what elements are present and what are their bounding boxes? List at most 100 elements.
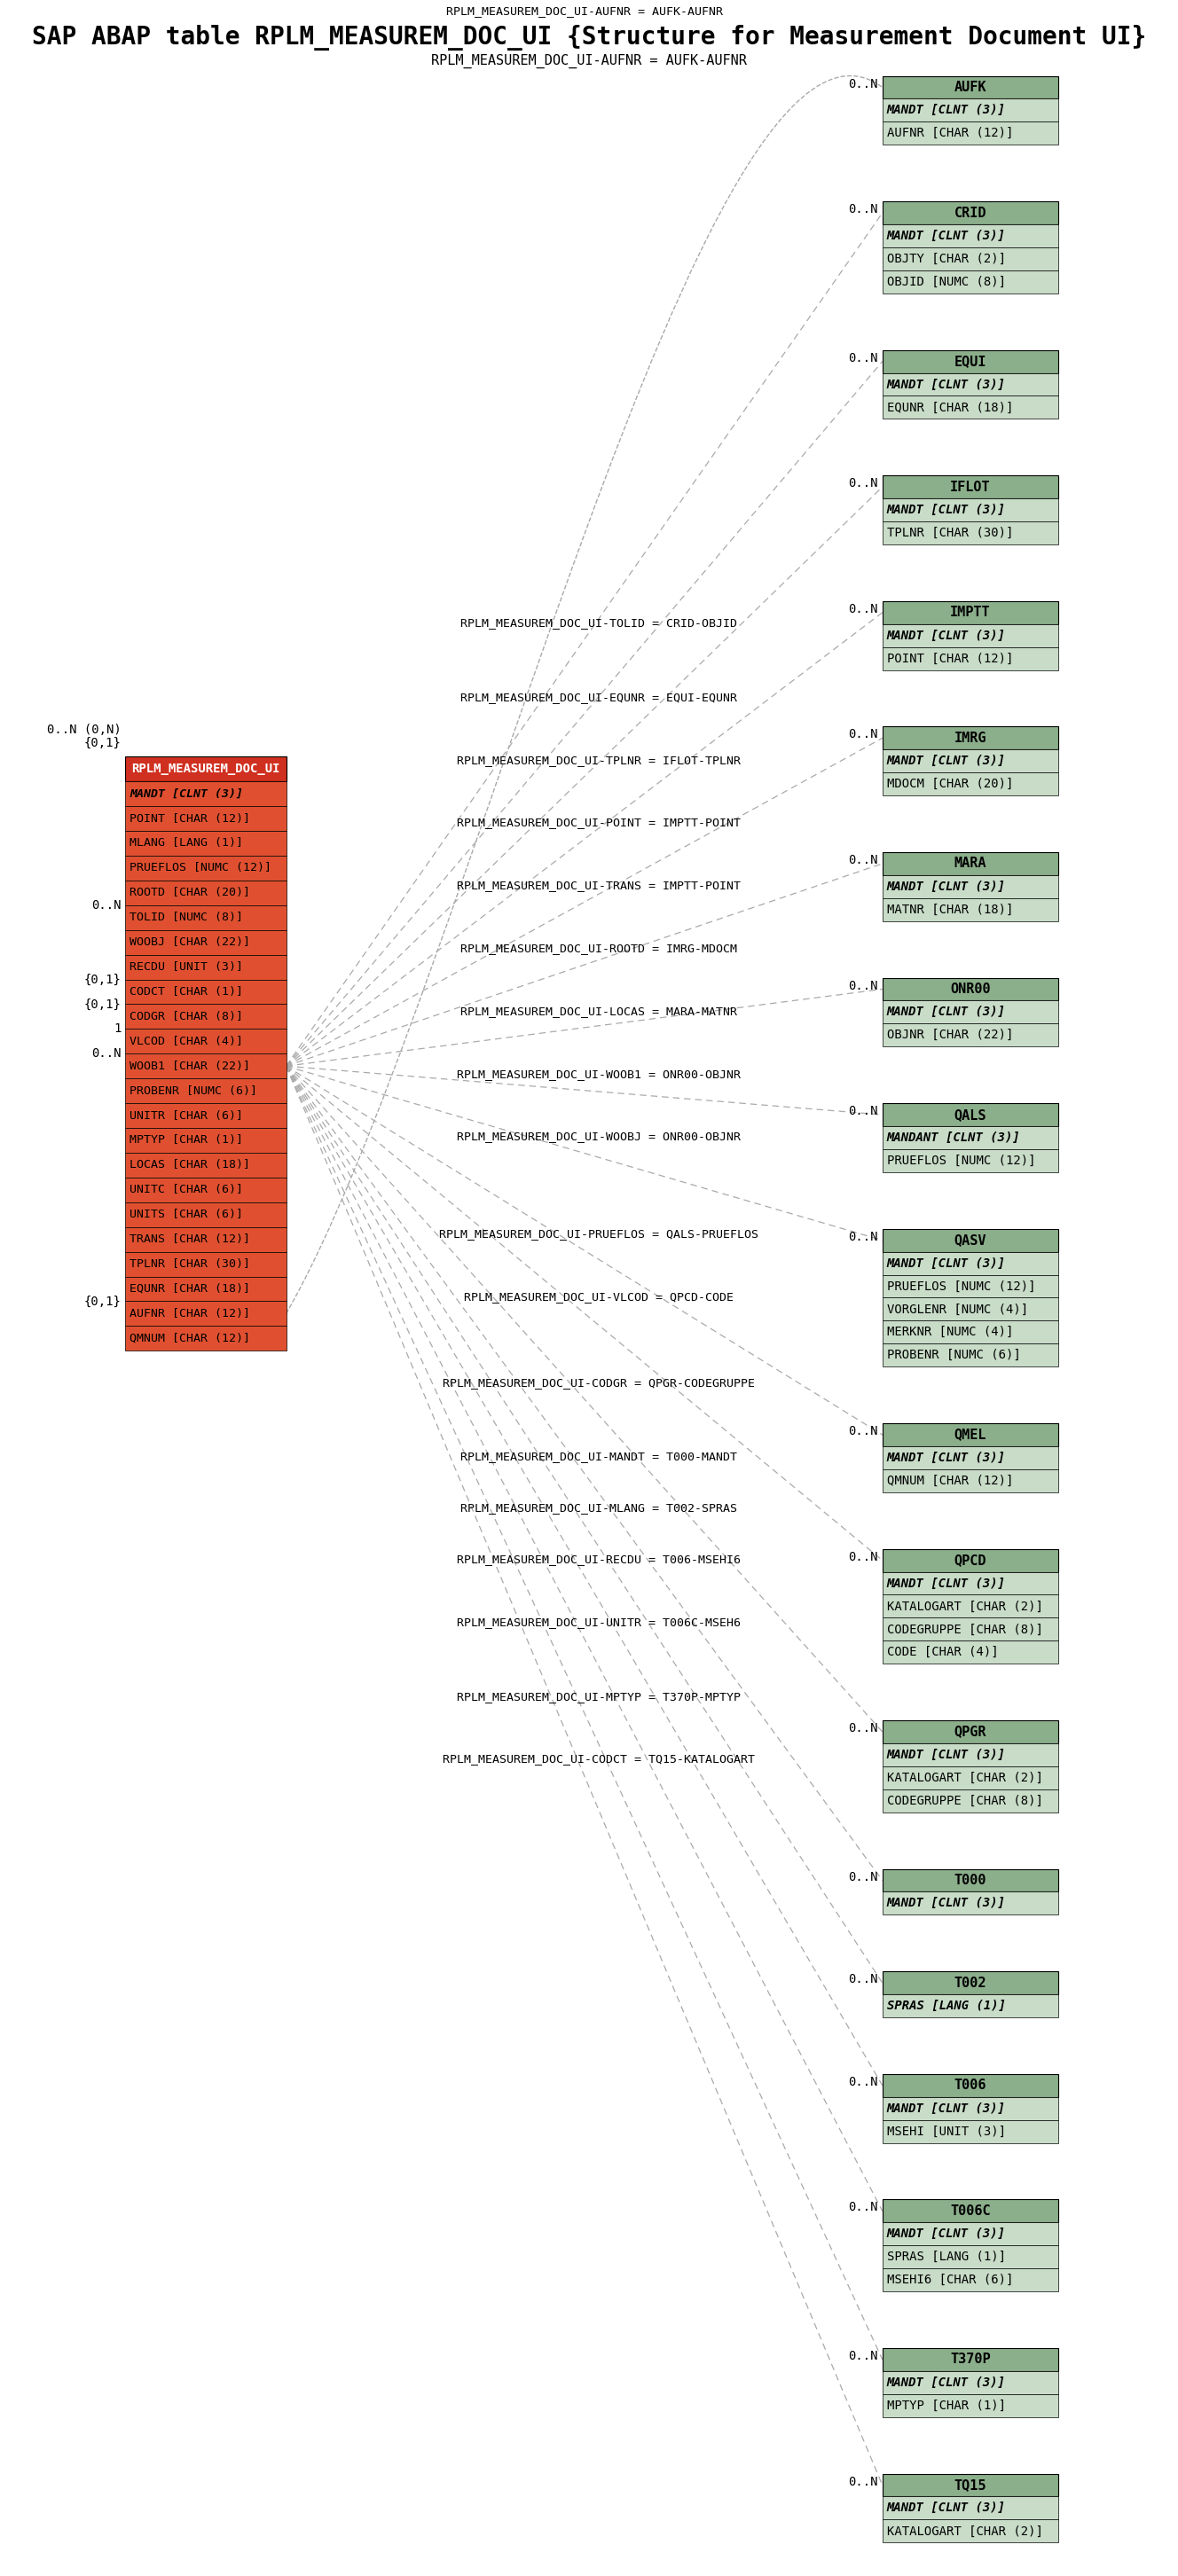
FancyBboxPatch shape xyxy=(125,781,286,806)
FancyBboxPatch shape xyxy=(882,876,1058,899)
FancyBboxPatch shape xyxy=(882,201,1058,224)
FancyBboxPatch shape xyxy=(125,956,286,979)
Text: T006C: T006C xyxy=(949,2205,991,2218)
Text: VLCOD [CHAR (4)]: VLCOD [CHAR (4)] xyxy=(130,1036,243,1046)
Text: UNITR [CHAR (6)]: UNITR [CHAR (6)] xyxy=(130,1110,243,1121)
FancyBboxPatch shape xyxy=(882,350,1058,374)
FancyBboxPatch shape xyxy=(882,726,1058,750)
Text: SPRAS [LANG (1)]: SPRAS [LANG (1)] xyxy=(887,1999,1006,2012)
FancyBboxPatch shape xyxy=(125,1128,286,1151)
Text: OBJTY [CHAR (2)]: OBJTY [CHAR (2)] xyxy=(887,252,1006,265)
Text: MANDT [CLNT (3)]: MANDT [CLNT (3)] xyxy=(887,755,1006,768)
Text: MANDT [CLNT (3)]: MANDT [CLNT (3)] xyxy=(887,629,1006,641)
Text: T006: T006 xyxy=(954,2079,986,2092)
Text: IMPTT: IMPTT xyxy=(949,605,991,618)
Text: {0,1}: {0,1} xyxy=(85,997,121,1010)
FancyBboxPatch shape xyxy=(882,1571,1058,1595)
Text: MANDT [CLNT (3)]: MANDT [CLNT (3)] xyxy=(887,103,1006,116)
FancyBboxPatch shape xyxy=(882,2097,1058,2120)
Text: AUFNR [CHAR (12)]: AUFNR [CHAR (12)] xyxy=(130,1309,250,1319)
Text: PRUEFLOS [NUMC (12)]: PRUEFLOS [NUMC (12)] xyxy=(130,863,271,873)
FancyBboxPatch shape xyxy=(125,757,286,781)
Text: IMRG: IMRG xyxy=(954,732,986,744)
Text: 0..N (0,N): 0..N (0,N) xyxy=(47,724,121,737)
FancyBboxPatch shape xyxy=(882,1548,1058,1571)
FancyBboxPatch shape xyxy=(882,397,1058,420)
Text: RPLM_MEASUREM_DOC_UI-AUFNR = AUFK-AUFNR: RPLM_MEASUREM_DOC_UI-AUFNR = AUFK-AUFNR xyxy=(431,54,747,67)
Text: LOCAS [CHAR (18)]: LOCAS [CHAR (18)] xyxy=(130,1159,250,1172)
Text: 0..N: 0..N xyxy=(848,1870,878,1883)
Text: RPLM_MEASUREM_DOC_UI-EQUNR = EQUI-EQUNR: RPLM_MEASUREM_DOC_UI-EQUNR = EQUI-EQUNR xyxy=(461,690,737,703)
Text: EQUI: EQUI xyxy=(954,355,986,368)
Text: UNITC [CHAR (6)]: UNITC [CHAR (6)] xyxy=(130,1185,243,1195)
Text: 0..N: 0..N xyxy=(848,353,878,363)
Text: MANDT [CLNT (3)]: MANDT [CLNT (3)] xyxy=(887,1007,1006,1018)
FancyBboxPatch shape xyxy=(125,1226,286,1252)
Text: QASV: QASV xyxy=(954,1234,986,1247)
Text: 0..N: 0..N xyxy=(848,77,878,90)
Text: CODEGRUPPE [CHAR (8)]: CODEGRUPPE [CHAR (8)] xyxy=(887,1623,1043,1636)
FancyBboxPatch shape xyxy=(882,773,1058,796)
Text: KATALOGART [CHAR (2)]: KATALOGART [CHAR (2)] xyxy=(887,1772,1043,1785)
FancyBboxPatch shape xyxy=(125,881,286,904)
Text: RPLM_MEASUREM_DOC_UI-RECDU = T006-MSEHI6: RPLM_MEASUREM_DOC_UI-RECDU = T006-MSEHI6 xyxy=(457,1553,741,1566)
FancyBboxPatch shape xyxy=(125,1028,286,1054)
Text: QMEL: QMEL xyxy=(954,1427,986,1443)
Text: RPLM_MEASUREM_DOC_UI-CODCT = TQ15-KATALOGART: RPLM_MEASUREM_DOC_UI-CODCT = TQ15-KATALO… xyxy=(443,1754,755,1765)
FancyBboxPatch shape xyxy=(882,2349,1058,2370)
Text: MANDT [CLNT (3)]: MANDT [CLNT (3)] xyxy=(887,1257,1006,1270)
FancyBboxPatch shape xyxy=(882,600,1058,623)
Text: RPLM_MEASUREM_DOC_UI-MPTYP = T370P-MPTYP: RPLM_MEASUREM_DOC_UI-MPTYP = T370P-MPTYP xyxy=(457,1690,741,1703)
Text: PRUEFLOS [NUMC (12)]: PRUEFLOS [NUMC (12)] xyxy=(887,1280,1035,1293)
FancyBboxPatch shape xyxy=(882,2269,1058,2293)
Text: 0..N: 0..N xyxy=(848,853,878,866)
FancyBboxPatch shape xyxy=(125,1005,286,1028)
FancyBboxPatch shape xyxy=(125,1151,286,1177)
Text: RPLM_MEASUREM_DOC_UI-ROOTD = IMRG-MDOCM: RPLM_MEASUREM_DOC_UI-ROOTD = IMRG-MDOCM xyxy=(461,943,737,953)
FancyBboxPatch shape xyxy=(882,2246,1058,2269)
FancyBboxPatch shape xyxy=(882,2074,1058,2097)
Text: 1: 1 xyxy=(114,1023,121,1036)
Text: WOOB1 [CHAR (22)]: WOOB1 [CHAR (22)] xyxy=(130,1061,250,1072)
Text: TPLNR [CHAR (30)]: TPLNR [CHAR (30)] xyxy=(887,526,1013,538)
FancyBboxPatch shape xyxy=(125,1301,286,1327)
FancyBboxPatch shape xyxy=(882,2496,1058,2519)
Text: WOOBJ [CHAR (22)]: WOOBJ [CHAR (22)] xyxy=(130,938,250,948)
Text: 0..N: 0..N xyxy=(848,1723,878,1734)
Text: 0..N: 0..N xyxy=(848,204,878,216)
Text: TPLNR [CHAR (30)]: TPLNR [CHAR (30)] xyxy=(130,1257,250,1270)
Text: CODCT [CHAR (1)]: CODCT [CHAR (1)] xyxy=(130,987,243,997)
FancyBboxPatch shape xyxy=(882,999,1058,1023)
FancyBboxPatch shape xyxy=(125,979,286,1005)
FancyBboxPatch shape xyxy=(882,979,1058,999)
Text: MANDT [CLNT (3)]: MANDT [CLNT (3)] xyxy=(887,379,1006,392)
FancyBboxPatch shape xyxy=(882,247,1058,270)
Text: QMNUM [CHAR (12)]: QMNUM [CHAR (12)] xyxy=(887,1473,1013,1486)
Text: 0..N: 0..N xyxy=(848,979,878,992)
FancyBboxPatch shape xyxy=(882,1744,1058,1767)
Text: TQ15: TQ15 xyxy=(954,2478,986,2491)
Text: IFLOT: IFLOT xyxy=(949,479,991,495)
Text: 0..N: 0..N xyxy=(848,2349,878,2362)
FancyBboxPatch shape xyxy=(882,224,1058,247)
FancyBboxPatch shape xyxy=(882,1891,1058,1914)
FancyBboxPatch shape xyxy=(882,899,1058,922)
Text: RPLM_MEASUREM_DOC_UI-CODGR = QPGR-CODEGRUPPE: RPLM_MEASUREM_DOC_UI-CODGR = QPGR-CODEGR… xyxy=(443,1376,755,1388)
Text: QPCD: QPCD xyxy=(954,1553,986,1566)
Text: RPLM_MEASUREM_DOC_UI-TRANS = IMPTT-POINT: RPLM_MEASUREM_DOC_UI-TRANS = IMPTT-POINT xyxy=(457,881,741,891)
FancyBboxPatch shape xyxy=(882,2473,1058,2496)
FancyBboxPatch shape xyxy=(882,1345,1058,1368)
FancyBboxPatch shape xyxy=(882,853,1058,876)
FancyBboxPatch shape xyxy=(125,1327,286,1350)
FancyBboxPatch shape xyxy=(882,2370,1058,2393)
Text: RPLM_MEASUREM_DOC_UI-POINT = IMPTT-POINT: RPLM_MEASUREM_DOC_UI-POINT = IMPTT-POINT xyxy=(457,817,741,829)
Text: VORGLENR [NUMC (4)]: VORGLENR [NUMC (4)] xyxy=(887,1303,1028,1316)
Text: MANDT [CLNT (3)]: MANDT [CLNT (3)] xyxy=(887,881,1006,894)
FancyBboxPatch shape xyxy=(882,647,1058,670)
Text: MANDT [CLNT (3)]: MANDT [CLNT (3)] xyxy=(887,229,1006,242)
Text: RPLM_MEASUREM_DOC_UI: RPLM_MEASUREM_DOC_UI xyxy=(131,762,280,775)
Text: MANDT [CLNT (3)]: MANDT [CLNT (3)] xyxy=(130,788,243,799)
Text: T000: T000 xyxy=(954,1873,986,1888)
FancyBboxPatch shape xyxy=(125,1177,286,1203)
Text: AUFK: AUFK xyxy=(954,80,986,93)
